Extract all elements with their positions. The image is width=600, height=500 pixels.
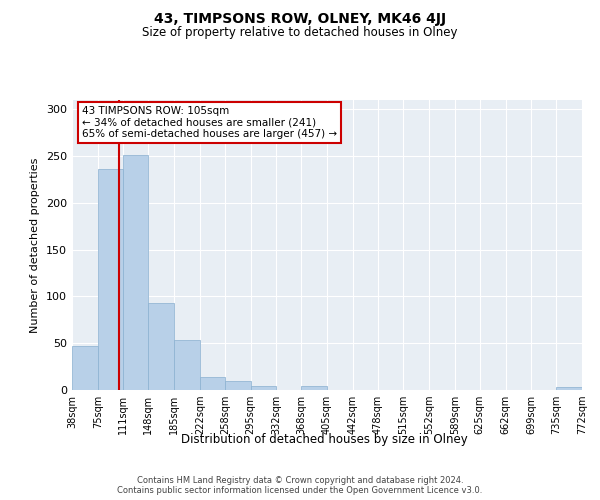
Text: Size of property relative to detached houses in Olney: Size of property relative to detached ho… [142,26,458,39]
Bar [123,155,148,390]
Text: Contains public sector information licensed under the Open Government Licence v3: Contains public sector information licen… [118,486,482,495]
Y-axis label: Number of detached properties: Number of detached properties [31,158,40,332]
Text: 43 TIMPSONS ROW: 105sqm
← 34% of detached houses are smaller (241)
65% of semi-d: 43 TIMPSONS ROW: 105sqm ← 34% of detache… [82,106,337,139]
Bar [98,169,123,390]
Bar [251,386,276,390]
Text: 43, TIMPSONS ROW, OLNEY, MK46 4JJ: 43, TIMPSONS ROW, OLNEY, MK46 4JJ [154,12,446,26]
Bar [200,377,225,390]
Bar [556,387,582,390]
Bar [301,386,327,390]
Bar [72,346,98,390]
Text: Distribution of detached houses by size in Olney: Distribution of detached houses by size … [181,432,467,446]
Text: Contains HM Land Registry data © Crown copyright and database right 2024.: Contains HM Land Registry data © Crown c… [137,476,463,485]
Bar [225,380,251,390]
Bar [148,303,174,390]
Bar [174,340,200,390]
